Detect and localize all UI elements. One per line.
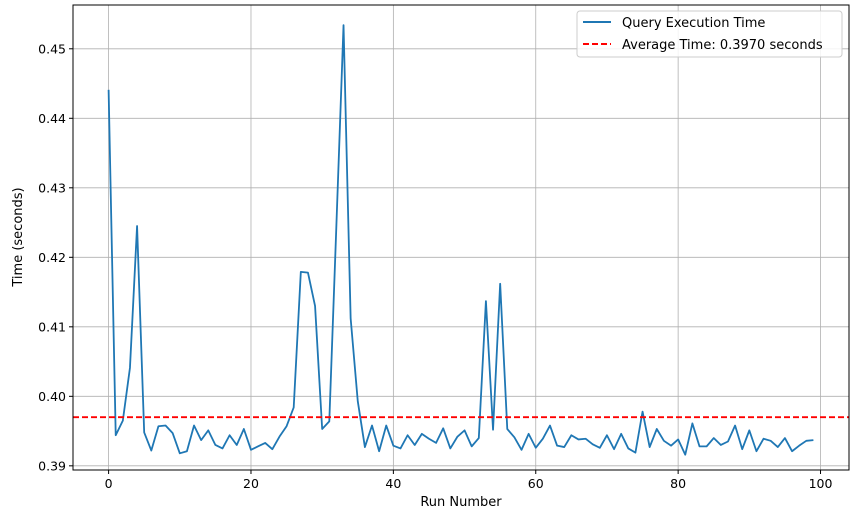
ticks: 0 20 40 60 80 100 0.39 0.40 0.41 0.42 0.43 0.44 0.45: [38, 41, 832, 491]
x-tick-label: 0: [105, 476, 113, 491]
query-execution-time-line: [107, 24, 814, 456]
x-tick-label: 20: [243, 476, 259, 491]
legend-label-query-time: Query Execution Time: [622, 16, 765, 31]
x-tick-label: 60: [528, 476, 544, 491]
x-tick-label: 100: [809, 476, 833, 491]
legend: Query Execution Time Average Time: 0.397…: [576, 10, 843, 58]
x-axis-label: Run Number: [420, 495, 502, 510]
y-tick-label: 0.40: [38, 389, 66, 404]
x-tick-label: 40: [385, 476, 401, 491]
y-tick-label: 0.44: [38, 111, 66, 126]
y-axis-label: Time (seconds): [11, 187, 26, 287]
x-tick-label: 80: [670, 476, 686, 491]
legend-box: [576, 10, 843, 58]
y-tick-label: 0.43: [38, 180, 66, 195]
y-tick-label: 0.41: [38, 319, 66, 334]
y-tick-label: 0.42: [38, 250, 66, 265]
y-tick-label: 0.45: [38, 41, 66, 56]
plot-frame: [72, 4, 850, 471]
series-layer: [73, 24, 849, 456]
y-tick-label: 0.39: [38, 458, 66, 473]
legend-label-average-time: Average Time: 0.3970 seconds: [622, 38, 823, 53]
